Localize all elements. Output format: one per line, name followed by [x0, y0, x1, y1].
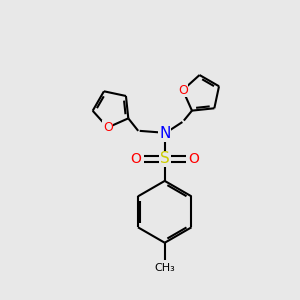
Text: O: O: [178, 84, 188, 97]
Text: O: O: [103, 121, 113, 134]
Text: O: O: [130, 152, 141, 166]
Text: O: O: [189, 152, 200, 166]
Text: N: N: [159, 126, 170, 141]
Text: S: S: [160, 151, 169, 166]
Text: CH₃: CH₃: [154, 263, 175, 273]
